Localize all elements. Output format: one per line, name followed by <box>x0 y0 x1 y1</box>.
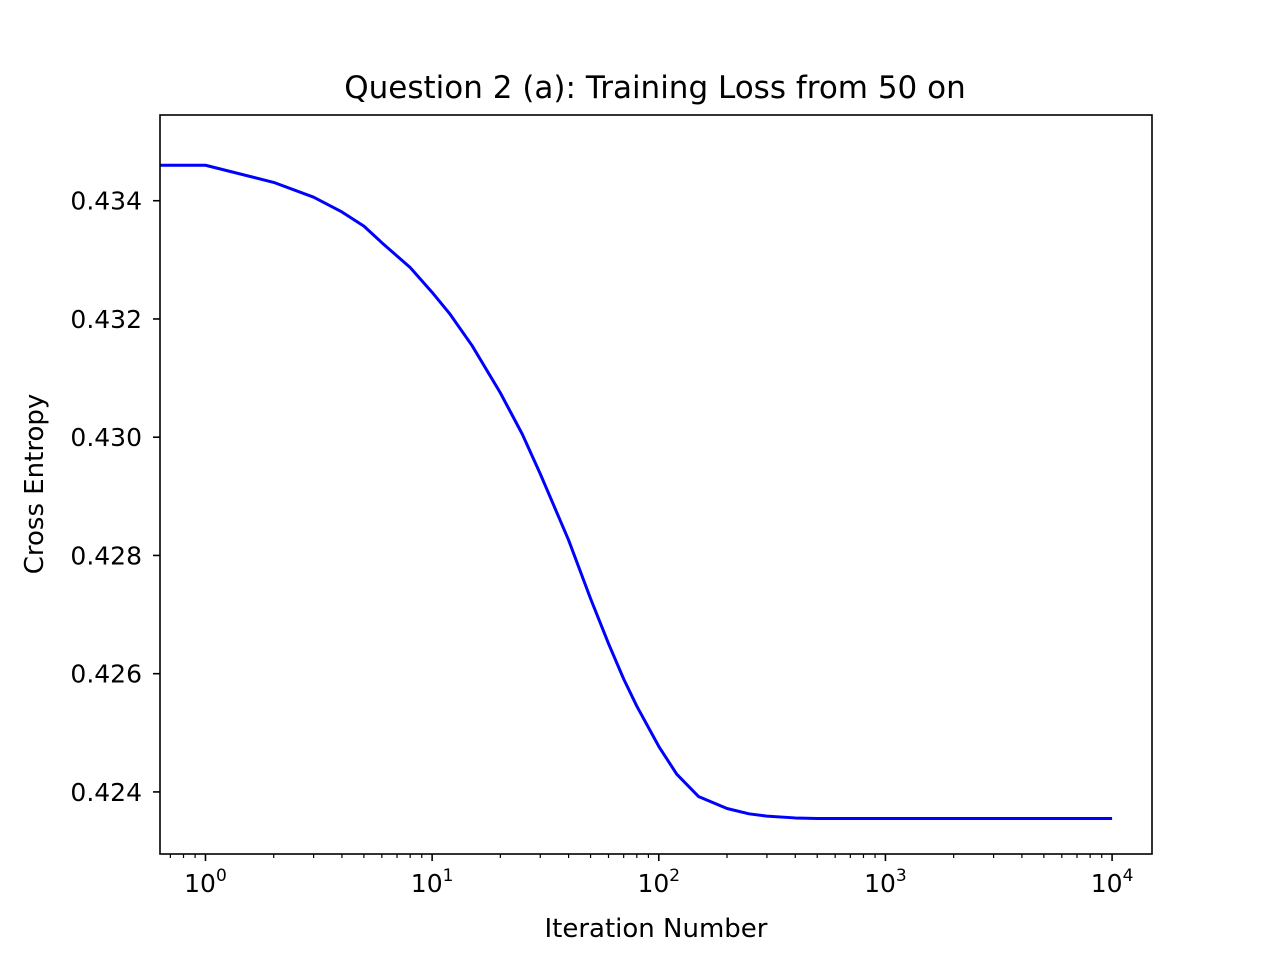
x-axis-label: Iteration Number <box>545 914 768 944</box>
x-tick-label: 103 <box>864 866 907 898</box>
y-axis-label: Cross Entropy <box>20 394 50 575</box>
y-tick-label: 0.434 <box>70 187 142 216</box>
y-tick-label: 0.432 <box>70 305 142 334</box>
y-tick-label: 0.428 <box>70 541 142 570</box>
y-tick-label: 0.424 <box>70 778 142 807</box>
x-tick-label: 101 <box>411 866 454 898</box>
series-line <box>160 163 1113 821</box>
y-tick-label: 0.430 <box>70 423 142 452</box>
x-tick-label: 102 <box>637 866 680 898</box>
x-tick-label: 100 <box>184 866 227 898</box>
plot-frame <box>159 114 1153 855</box>
chart-title: Question 2 (a): Training Loss from 50 on <box>344 70 966 106</box>
x-tick-label: 104 <box>1091 866 1134 898</box>
y-tick-label: 0.426 <box>70 660 142 689</box>
